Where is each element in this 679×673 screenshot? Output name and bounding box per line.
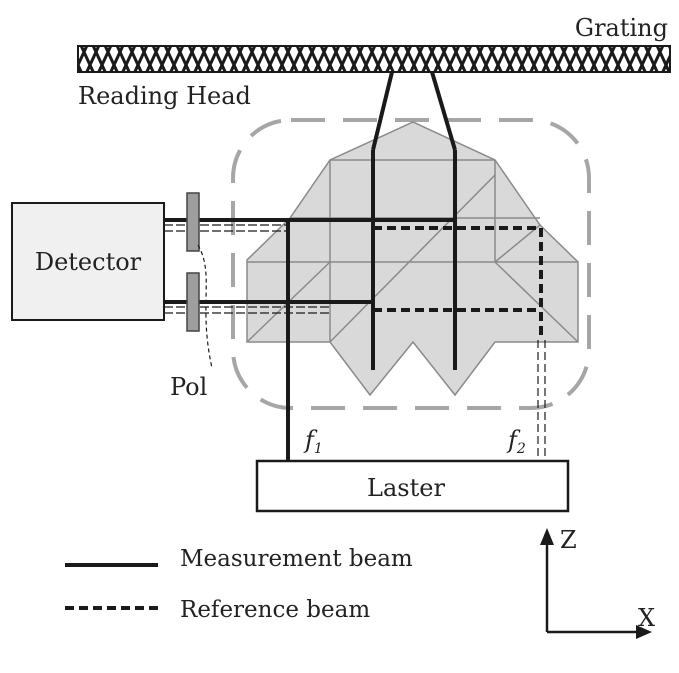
f2-subscript: 2 — [516, 441, 526, 457]
detector-label: Detector — [35, 248, 142, 276]
f2-label: f2 — [506, 426, 526, 457]
reading-head-label: Reading Head — [78, 82, 251, 110]
x-arrowhead — [636, 625, 652, 639]
measurement-beam-path — [164, 71, 457, 460]
f1-label: f1 — [303, 426, 323, 457]
laser-box — [255, 459, 570, 513]
polarizer-lower — [186, 272, 200, 332]
legend-measurement-label: Measurement beam — [180, 546, 413, 572]
polarizer-upper — [186, 192, 200, 252]
x-axis-label: X — [638, 604, 655, 632]
laser-label: Laster — [367, 474, 445, 502]
prism-assembly — [246, 121, 579, 397]
f1-subscript: 1 — [314, 441, 323, 457]
z-axis-label: Z — [560, 526, 577, 554]
grating-label: Grating — [575, 14, 668, 42]
legend-reference-label: Reference beam — [180, 597, 370, 623]
pol-label: Pol — [170, 373, 207, 401]
reading-head-outline — [231, 118, 591, 410]
grating-bar — [77, 45, 671, 73]
pol-leader — [197, 244, 213, 369]
legend: Measurement beam Reference beam — [65, 546, 413, 623]
reference-beam-path — [373, 226, 543, 340]
axis-indicator — [540, 528, 652, 639]
detector-box — [11, 202, 165, 321]
z-arrowhead — [540, 528, 554, 545]
